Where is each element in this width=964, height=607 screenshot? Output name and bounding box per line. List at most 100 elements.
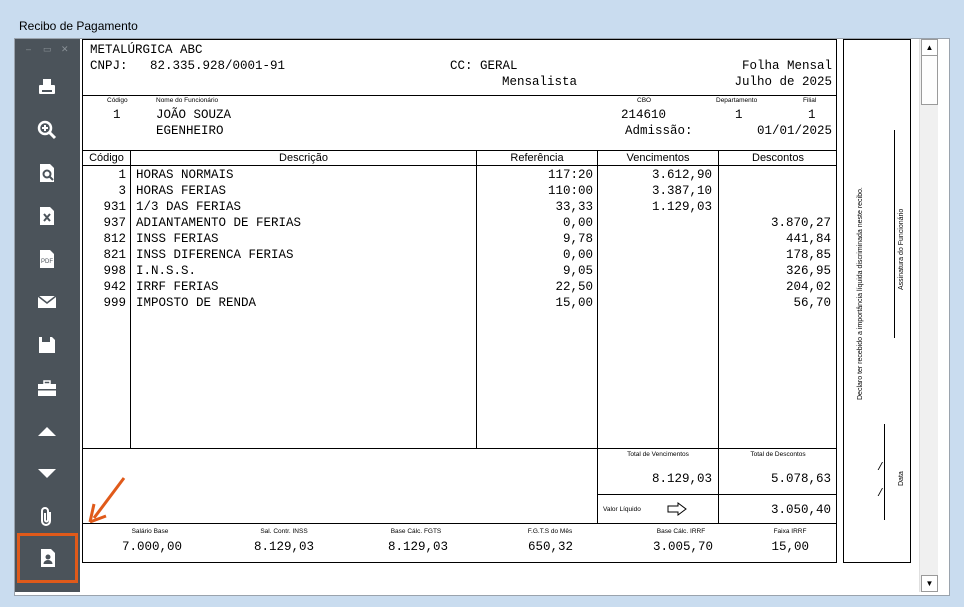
row-earnings: 3.387,10 (651, 184, 712, 198)
admission-label: Admissão: (625, 124, 693, 138)
scroll-thumb[interactable] (921, 55, 938, 105)
row-reference: 15,00 (555, 296, 593, 310)
row-description: HORAS NORMAIS (136, 168, 234, 182)
total-earnings: 8.129,03 (651, 472, 712, 486)
cbo-label: CBO (637, 97, 652, 104)
employee-document-icon (40, 549, 55, 567)
receipt-declaration: Declaro ter recebido a importância líqui… (857, 187, 864, 400)
minimize-icon[interactable]: – (26, 44, 32, 54)
row-description: IMPOSTO DE RENDA (136, 296, 257, 310)
row-earnings: 1.129,03 (651, 200, 712, 214)
row-code: 1 (118, 168, 126, 182)
email-button[interactable] (33, 288, 61, 316)
inss-base: 8.129,03 (253, 540, 314, 554)
close-icon[interactable]: ✕ (61, 44, 69, 54)
zoom-in-button[interactable] (33, 116, 61, 144)
report-toolbar: – ▭ ✕ PDF (15, 39, 80, 592)
employee-code: 1 (113, 108, 121, 122)
col-header-reference: Referência (510, 152, 564, 164)
sheet-type: Folha Mensal (741, 59, 832, 73)
cost-center: CC: GERAL (450, 59, 518, 73)
net-value-label: Valor Líquido (603, 506, 641, 513)
save-icon (39, 337, 55, 353)
employee-role: EGENHEIRO (156, 124, 224, 138)
pdf-export-icon: PDF (40, 250, 54, 268)
row-deductions: 3.870,27 (770, 216, 831, 230)
department-label: Departamento (716, 97, 758, 104)
fgts-month-label: F.G.T.S do Mês (527, 528, 573, 535)
row-reference: 110:00 (547, 184, 593, 198)
date-mark-1: / (877, 462, 884, 474)
scroll-up-icon: ▲ (925, 43, 934, 52)
row-reference: 0,00 (562, 248, 593, 262)
arrow-up-icon (38, 427, 56, 436)
branch-value: 1 (808, 108, 816, 122)
base-salary-label: Salário Base (131, 528, 169, 535)
col-header-earnings: Vencimentos (626, 152, 690, 164)
row-reference: 0,00 (562, 216, 593, 230)
row-reference: 33,33 (555, 200, 593, 214)
client-area (14, 38, 950, 596)
signature-strip (843, 39, 911, 563)
employment-type: Mensalista (502, 75, 578, 89)
print-icon (39, 79, 55, 94)
row-deductions: 441,84 (785, 232, 831, 246)
row-description: ADIANTAMENTO DE FERIAS (136, 216, 302, 230)
restore-icon[interactable]: ▭ (43, 44, 52, 54)
next-button[interactable] (33, 460, 61, 488)
employee-document-button[interactable] (17, 533, 78, 583)
department-value: 1 (735, 108, 743, 122)
row-reference: 117:20 (547, 168, 593, 182)
row-description: 1/3 DAS FERIAS (136, 200, 242, 214)
col-header-description: Descrição (279, 152, 328, 164)
pdf-export-button[interactable]: PDF (33, 245, 61, 273)
date-label: Data (898, 471, 905, 486)
row-deductions: 178,85 (785, 248, 831, 262)
arrow-down-icon (38, 469, 56, 478)
svg-text:PDF: PDF (41, 259, 53, 265)
email-icon (37, 295, 57, 308)
print-button[interactable] (33, 73, 61, 101)
row-description: IRRF FERIAS (136, 280, 219, 294)
payslip-receipt (82, 39, 837, 563)
branch-label: Filial (803, 97, 817, 104)
col-header-code: Código (89, 152, 124, 164)
row-description: INSS FERIAS (136, 232, 219, 246)
row-code: 3 (118, 184, 126, 198)
col-header-deductions: Descontos (752, 152, 804, 164)
print-preview-icon (40, 164, 54, 182)
save-button[interactable] (33, 331, 61, 359)
cnpj-value: 82.335.928/0001-91 (150, 59, 286, 73)
paperclip-icon (41, 507, 51, 526)
row-reference: 22,50 (555, 280, 593, 294)
inss-base-label: Sal. Contr. INSS (260, 528, 308, 535)
fgts-base-label: Base Cálc. FGTS (390, 528, 442, 535)
cbo-value: 214610 (621, 108, 667, 122)
row-description: I.N.S.S. (136, 264, 197, 278)
irrf-base: 3.005,70 (652, 540, 713, 554)
signature-label: Assinatura do Funcionário (898, 208, 905, 290)
period: Julho de 2025 (734, 75, 832, 89)
total-earnings-label: Total de Vencimentos (627, 451, 689, 458)
irrf-base-label: Base Cálc. IRRF (656, 528, 706, 535)
scroll-up-button[interactable]: ▲ (921, 39, 938, 56)
briefcase-icon (38, 380, 56, 396)
excel-export-button[interactable] (33, 202, 61, 230)
employee-code-label: Código (107, 97, 128, 104)
total-deductions: 5.078,63 (770, 472, 831, 486)
fgts-base: 8.129,03 (387, 540, 448, 554)
attach-button[interactable] (33, 503, 61, 531)
previous-button[interactable] (33, 417, 61, 445)
annotation-arrow-icon (88, 477, 126, 524)
briefcase-button[interactable] (33, 374, 61, 402)
print-preview-button[interactable] (33, 159, 61, 187)
vertical-scrollbar[interactable]: ▲ ▼ (919, 39, 938, 592)
irrf-range-label: Faixa IRRF (773, 528, 807, 535)
window-title: Recibo de Pagamento (19, 19, 138, 33)
scroll-down-button[interactable]: ▼ (921, 575, 938, 592)
date-mark-2: / (877, 488, 884, 500)
employee-name-label: Nome do Funcionário (156, 97, 219, 104)
row-code: 821 (103, 248, 126, 262)
row-code: 937 (103, 216, 126, 230)
